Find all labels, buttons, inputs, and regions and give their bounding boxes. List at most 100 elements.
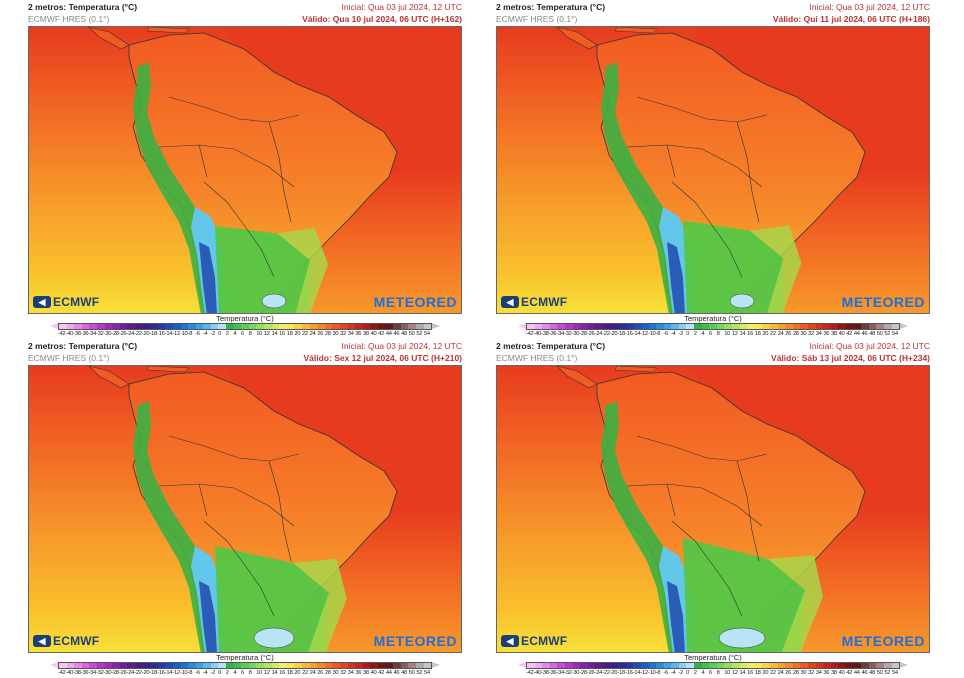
legend-tick-label: 18 [754,670,761,676]
map-panel: 2 metros: Temperatura (°C) ECMWF HRES (0… [28,341,468,677]
legend-tick-label: -24 [126,331,135,337]
legend-tick-label: -6 [195,670,200,676]
ecmwf-logo: ◀ ECMWF [501,634,567,648]
legend-swatch [610,663,619,668]
legend-tick-label: 0 [218,331,222,337]
legend-swatch [580,324,588,329]
legend-title: Temperatura (°C) [684,653,742,662]
color-legend: Temperatura (°C) -42 -40 -38 -36 -34 -32 -30 -2… [496,653,930,678]
legend-tick-label: 8 [716,670,720,676]
legend-tick-label: 38 [831,331,837,337]
legend-tick-label: -42 [58,331,66,337]
legend-tick-label: 12 [263,670,270,676]
legend-swatch [807,663,816,668]
legend-swatch [256,324,265,329]
legend-tick-label: -20 [141,331,150,337]
legend-arrow-left-icon [50,323,58,329]
legend-tick-label: 44 [385,670,392,676]
legend-title: Temperatura (°C) [684,314,742,323]
cold-air-mass [683,220,784,313]
legend-swatch [557,663,565,668]
legend-swatch [542,663,550,668]
legend-tick-label: -36 [80,670,89,676]
legend-tick-label: 8 [248,331,252,337]
legend-tick-label: -38 [541,331,549,337]
ecmwf-logo-text: ECMWF [521,295,568,309]
legend-swatch [602,324,611,329]
legend-swatch [861,324,869,329]
legend-tick-label: 46 [861,331,868,337]
map-panel: 2 metros: Temperatura (°C) ECMWF HRES (0… [496,341,936,677]
temperature-map[interactable]: ◀ ECMWF METEORED [28,365,462,653]
legend-tick-label: -16 [625,331,633,337]
caribbean-islands [146,27,190,34]
legend-swatch [195,324,204,329]
legend-tick-label: 42 [378,331,385,337]
legend-tick-label: 28 [324,670,331,676]
legend-tick-label: 34 [815,331,822,337]
legend-swatch [770,663,778,668]
legend-swatch [188,663,196,668]
legend-swatch [271,663,280,668]
initial-time: Inicial: Qua 03 jul 2024, 12 UTC [809,341,930,351]
legend-swatch [625,324,634,329]
legend-tick-label: 10 [256,331,263,337]
legend-tick-label: -14 [632,670,641,676]
legend-swatch [785,324,793,329]
legend-tick-labels: -42 -40 -38 -36 -34 -32 -30 -28 -26 -24 -22 -20 -18-… [58,331,432,339]
legend-tick-label: -14 [164,670,173,676]
legend-swatch [800,324,808,329]
legend-swatch [845,324,854,329]
legend-tick-label: -26 [119,331,127,337]
ecmwf-logo-text: ECMWF [53,634,100,648]
legend-tick-label: -42 [526,670,534,676]
color-legend: Temperatura (°C) -42 -40 -38 -36 -34 -32 -30 -2… [28,314,462,339]
legend-tick-label: -34 [556,331,565,337]
legend-tick-label: 2 [693,670,697,676]
legend-swatch [527,324,535,329]
legend-swatch [656,663,664,668]
legend-swatch [777,663,786,668]
legend-tick-label: 52 [416,331,423,337]
legend-arrow-right-icon [900,323,908,329]
legend-tick-label: -22 [134,331,142,337]
initial-time: Inicial: Qua 03 jul 2024, 12 UTC [341,2,462,12]
temperature-map[interactable]: ◀ ECMWF METEORED [496,365,930,653]
legend-tick-label: 16 [279,331,285,337]
legend-tick-label: 8 [248,670,252,676]
temperature-map[interactable]: ◀ ECMWF METEORED [496,26,930,314]
legend-swatch [264,663,272,668]
legend-swatch [271,324,280,329]
legend-swatch [792,663,801,668]
legend-tick-label: -4 [670,670,676,676]
legend-swatch [732,324,740,329]
initial-time: Inicial: Qua 03 jul 2024, 12 UTC [341,341,462,351]
legend-swatch [400,663,409,668]
legend-swatch [112,663,120,668]
cold-front-edge [293,558,347,652]
legend-tick-label: -42 [58,670,66,676]
legend-tick-label: -32 [96,670,104,676]
legend-swatch [324,324,333,329]
legend-tick-label: -30 [571,331,580,337]
legend-tick-label: 44 [853,670,860,676]
legend-tick-label: 50 [408,670,415,676]
temperature-map[interactable]: ◀ ECMWF METEORED [28,26,462,314]
legend-swatch [370,663,378,668]
legend-tick-label: 20 [762,331,769,337]
legend-tick-label: 36 [823,331,830,337]
legend-tick-label: 38 [363,331,369,337]
legend-tick-label: -32 [564,331,572,337]
legend-tick-label: 46 [393,331,400,337]
legend-tick-label: 46 [393,670,400,676]
legend-swatch [302,663,310,668]
valid-time: Válido: Sex 12 jul 2024, 06 UTC (H+210) [303,353,463,363]
legend-tick-label: 12 [731,670,738,676]
legend-tick-label: 12 [731,331,738,337]
legend-swatch [876,663,884,668]
legend-tick-label: -40 [65,670,74,676]
legend-swatch [256,663,265,668]
legend-swatch [150,324,158,329]
legend-swatch [876,324,884,329]
legend-swatch [294,324,302,329]
